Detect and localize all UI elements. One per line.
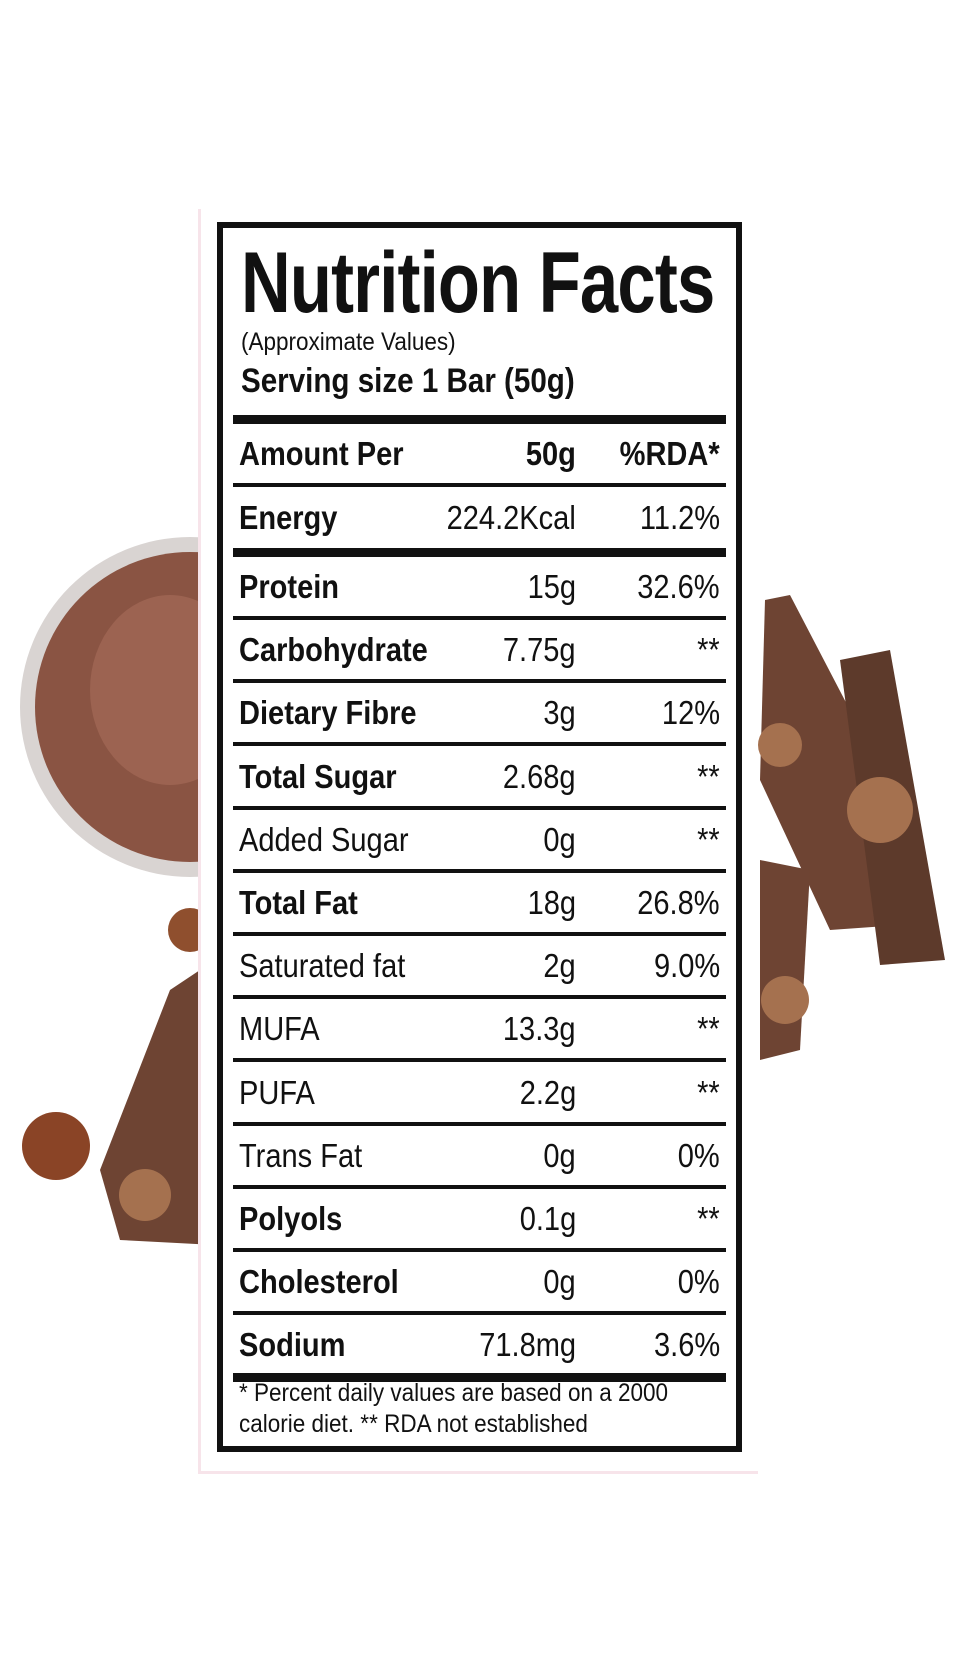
- rule: [233, 805, 726, 810]
- nutrient-amount: 13.3g: [503, 1010, 576, 1048]
- rule: [233, 1248, 726, 1252]
- nutrient-amount: 71.8mg: [479, 1326, 576, 1364]
- subtitle: (Approximate Values): [241, 328, 456, 356]
- nutrient-name: Energy: [239, 499, 338, 536]
- nutrient-rda: 11.2%: [639, 499, 720, 536]
- nutrient-amount: 18g: [527, 884, 576, 921]
- rule: [233, 616, 726, 620]
- rule: [233, 1058, 726, 1063]
- nutrient-rda: **: [697, 1200, 720, 1237]
- nutrient-name: Cholesterol: [239, 1263, 399, 1301]
- nutrient-name: MUFA: [239, 1010, 320, 1048]
- title: Nutrition Facts: [241, 235, 715, 331]
- nutrient-amount: 0g: [543, 1136, 576, 1174]
- nutrition-label: Nutrition Facts (Approximate Values) Ser…: [217, 222, 742, 1452]
- nutrient-amount: 2.68g: [503, 757, 576, 795]
- rule: [233, 548, 726, 557]
- nutrient-name: Protein: [239, 568, 340, 605]
- column-header: 50g: [525, 435, 576, 472]
- nutrient-amount: 0g: [543, 820, 576, 858]
- serving-size: Serving size 1 Bar (50g): [241, 362, 575, 400]
- nutrient-rda: 26.8%: [637, 884, 720, 921]
- rule: [233, 932, 726, 936]
- nutrient-name: Total Sugar: [239, 757, 397, 795]
- hazelnut: [119, 1169, 171, 1221]
- nutrient-name: Carbohydrate: [239, 631, 428, 669]
- nutrient-amount: 7.75g: [503, 631, 576, 669]
- rule: [233, 415, 726, 424]
- nutrient-name: Trans Fat: [239, 1136, 363, 1174]
- rule: [233, 1121, 726, 1126]
- nutrient-amount: 224.2Kcal: [446, 499, 576, 536]
- nutrient-rda: 0%: [678, 1136, 720, 1174]
- hazelnut: [847, 777, 913, 843]
- nutrient-name: Sodium: [239, 1326, 346, 1364]
- nutrient-rda: **: [697, 820, 720, 858]
- hazelnut: [22, 1112, 90, 1180]
- nutrient-name: Polyols: [239, 1200, 343, 1237]
- chocolate-piece: [760, 860, 810, 1060]
- rule: [233, 679, 726, 684]
- nutrient-rda: 3.6%: [653, 1326, 720, 1364]
- nutrient-rda: **: [697, 1073, 720, 1111]
- nutrient-name: Added Sugar: [239, 820, 409, 858]
- nutrient-rda: 32.6%: [637, 568, 720, 605]
- nutrient-amount: 2g: [543, 947, 576, 985]
- rule: [233, 1373, 726, 1383]
- hazelnut: [758, 723, 802, 767]
- nutrient-rda: 12%: [661, 694, 720, 732]
- nutrient-name: PUFA: [239, 1073, 315, 1111]
- nutrient-amount: 0g: [543, 1263, 576, 1301]
- rule: [233, 1311, 726, 1316]
- rule: [233, 483, 726, 487]
- rule: [233, 1184, 726, 1189]
- nutrient-rda: **: [697, 1010, 720, 1048]
- rule: [233, 868, 726, 873]
- hazelnut: [761, 976, 809, 1024]
- chocolate-piece: [100, 960, 215, 1245]
- nutrient-rda: 0%: [678, 1263, 720, 1301]
- nutrient-amount: 2.2g: [519, 1073, 576, 1111]
- nutrient-name: Total Fat: [239, 884, 358, 921]
- nutrient-name: Dietary Fibre: [239, 694, 417, 732]
- rule: [233, 995, 726, 1000]
- rule: [233, 742, 726, 747]
- footnote: * Percent daily values are based on a 20…: [239, 1379, 669, 1438]
- nutrient-amount: 3g: [543, 694, 576, 732]
- nutrient-amount: 0.1g: [519, 1200, 576, 1237]
- nutrient-rda: 9.0%: [653, 947, 720, 985]
- nutrient-rda: **: [697, 757, 720, 795]
- nutrient-name: Saturated fat: [239, 947, 406, 985]
- nutrient-amount: 15g: [527, 568, 576, 605]
- column-header: Amount Per: [239, 435, 404, 472]
- column-header: %RDA*: [619, 435, 720, 472]
- nutrient-rda: **: [697, 631, 720, 669]
